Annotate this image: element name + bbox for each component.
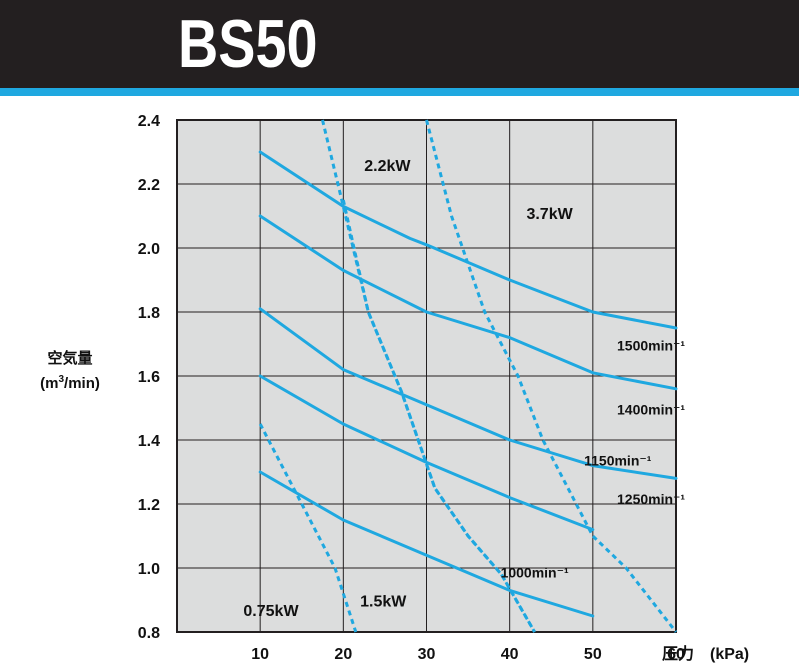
power-curve-0-75kw (258, 423, 358, 633)
power-label: 2.2kW (364, 158, 411, 175)
header-bar: BS50 (0, 0, 799, 88)
y-axis-label: 空気量 (m3/min) (20, 348, 120, 394)
y-tick-label: 1.4 (138, 433, 160, 450)
x-tick-label: 60 (667, 646, 685, 663)
power-label: 3.7kW (526, 206, 573, 223)
y-tick-label: 1.6 (138, 369, 160, 386)
y-axis-unit: (m3/min) (40, 374, 100, 392)
y-tick-label: 2.0 (138, 241, 160, 258)
speed-curve-1000 (258, 470, 595, 618)
page-title: BS50 (178, 6, 318, 82)
x-axis-label: 圧力 (kPa) (662, 644, 749, 663)
y-tick-label: 1.8 (138, 305, 160, 322)
speed-label: 1150min⁻¹ (584, 453, 652, 469)
x-tick-label: 10 (251, 646, 269, 663)
speed-label: 1500min⁻¹ (617, 337, 685, 353)
power-curve-3-7kw (425, 119, 678, 633)
y-tick-label: 2.2 (138, 177, 160, 194)
y-tick-label: 1.0 (138, 561, 160, 578)
speed-label: 1400min⁻¹ (617, 401, 685, 417)
speed-label: 1000min⁻¹ (501, 565, 569, 581)
speed-curve-1500 (258, 150, 678, 330)
y-tick-label: 0.8 (138, 625, 160, 642)
power-label: 0.75kW (243, 603, 299, 620)
speed-curve-1400 (258, 214, 678, 391)
y-tick-label: 2.4 (138, 113, 160, 130)
speed-curve-1150 (258, 374, 595, 532)
y-tick-label: 1.2 (138, 497, 160, 514)
header-stripe (0, 88, 799, 96)
speed-label: 1250min⁻¹ (617, 491, 685, 507)
power-label: 1.5kW (360, 593, 407, 610)
x-tick-label: 50 (584, 646, 602, 663)
x-tick-label: 30 (418, 646, 436, 663)
power-curve-2-2kw (321, 119, 536, 633)
x-tick-label: 40 (501, 646, 519, 663)
speed-curve-1250 (258, 307, 678, 480)
x-tick-label: 20 (334, 646, 352, 663)
y-axis-title: 空気量 (47, 350, 93, 367)
